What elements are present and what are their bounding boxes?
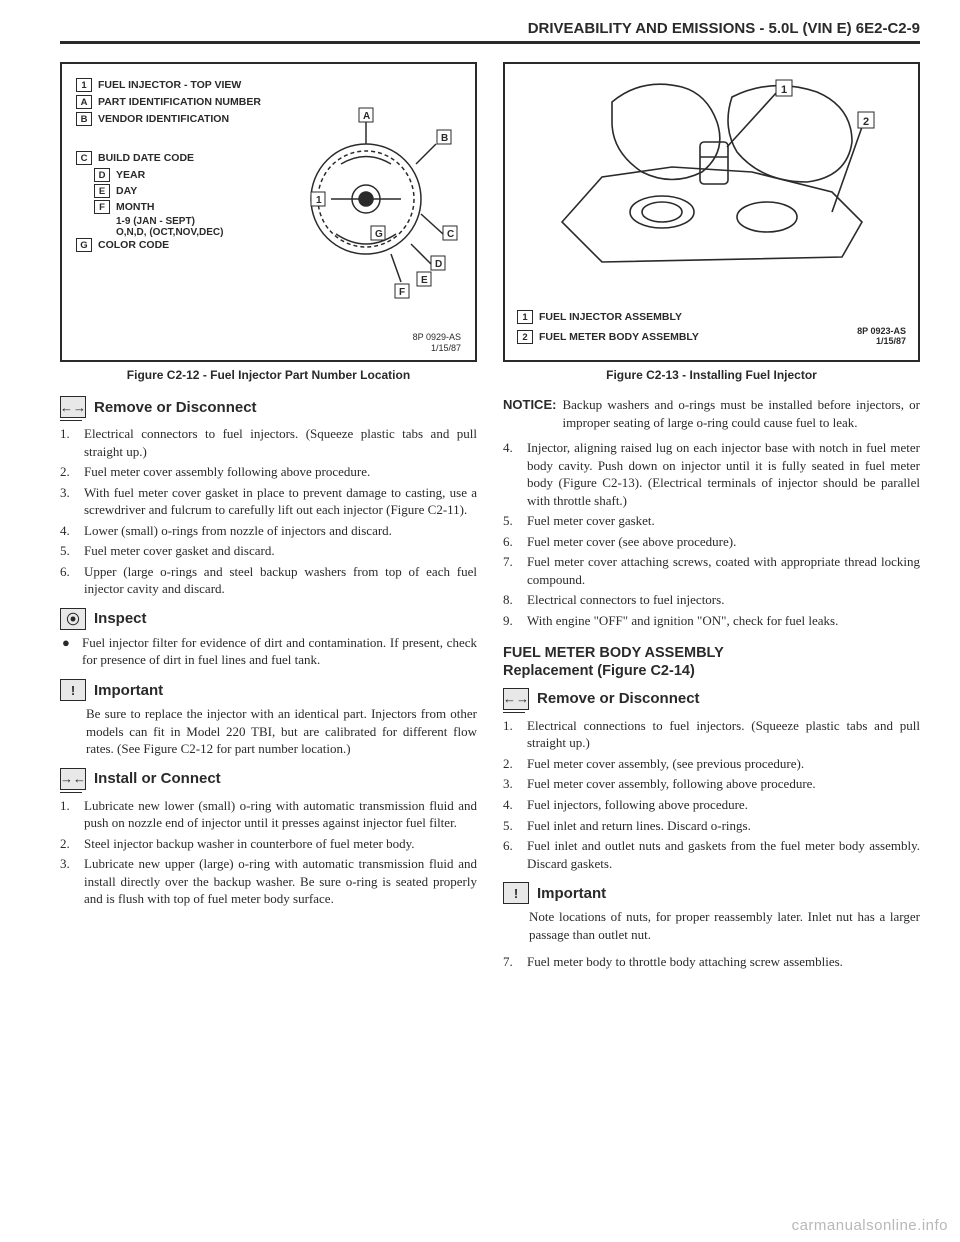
- list-item: Fuel inlet and outlet nuts and gaskets f…: [503, 837, 920, 872]
- fig13-legend1: FUEL INJECTOR ASSEMBLY: [539, 311, 682, 323]
- legend-b: VENDOR IDENTIFICATION: [98, 113, 229, 125]
- injector-top-diagram: A B 1 G D C E F: [271, 104, 461, 304]
- key-e: E: [94, 184, 110, 198]
- connect-icon: →←: [60, 768, 86, 790]
- list-item: Fuel meter cover gasket.: [503, 512, 920, 530]
- remove2-list: Electrical connections to fuel injectors…: [503, 717, 920, 872]
- remove-item: Lower (small) o-rings from nozzle of inj…: [60, 522, 477, 540]
- remove-item: Upper (large o-rings and steel backup wa…: [60, 563, 477, 598]
- remove-list: Electrical connectors to fuel injectors.…: [60, 425, 477, 598]
- watermark: carmanualsonline.info: [792, 1217, 948, 1234]
- legend-a: PART IDENTIFICATION NUMBER: [98, 96, 261, 108]
- diagram-label-a: A: [363, 111, 370, 122]
- legend-1: FUEL INJECTOR - TOP VIEW: [98, 79, 241, 91]
- legend-f: MONTH: [116, 201, 155, 213]
- diagram-label-b: B: [441, 133, 448, 144]
- important2-title: Important: [537, 885, 606, 902]
- key-d: D: [94, 168, 110, 182]
- important-icon: !: [60, 679, 86, 701]
- diagram-label-g: G: [375, 229, 383, 240]
- list-item: Fuel meter cover attaching screws, coate…: [503, 553, 920, 588]
- fig12-ref1: 8P 0929-AS: [413, 332, 461, 343]
- fig12-caption: Figure C2-12 - Fuel Injector Part Number…: [60, 368, 477, 382]
- bullet-icon: ●: [62, 634, 72, 669]
- install-list: Lubricate new lower (small) o-ring with …: [60, 797, 477, 908]
- important2-head: ! Important: [503, 882, 920, 904]
- inspect-icon: ⦿: [60, 608, 86, 630]
- important-icon: !: [503, 882, 529, 904]
- important2-text: Note locations of nuts, for proper reass…: [529, 908, 920, 943]
- disconnect-icon: ←→: [503, 688, 529, 710]
- legend-d: YEAR: [116, 169, 145, 181]
- fig13-callout-2: 2: [863, 116, 869, 128]
- remove-head: ←→ Remove or Disconnect: [60, 396, 477, 418]
- key-c: C: [76, 151, 92, 165]
- list-item: Fuel meter cover assembly, (see previous…: [503, 755, 920, 773]
- fig13-ref2: 1/15/87: [857, 337, 906, 347]
- inspect-head: ⦿ Inspect: [60, 608, 477, 630]
- list-item: Electrical connections to fuel injectors…: [503, 717, 920, 752]
- inspect-text: Fuel injector filter for evidence of dir…: [82, 634, 477, 669]
- inspect-title: Inspect: [94, 610, 147, 627]
- left-column: 1 FUEL INJECTOR - TOP VIEW A PART IDENTIFI…: [60, 62, 477, 981]
- heading-line2: Replacement (Figure C2-14): [503, 662, 920, 680]
- install-item: Lubricate new lower (small) o-ring with …: [60, 797, 477, 832]
- remove2-head: ←→ Remove or Disconnect: [503, 688, 920, 710]
- fig13-legend2: FUEL METER BODY ASSEMBLY: [539, 331, 699, 343]
- page-header: DRIVEABILITY AND EMISSIONS - 5.0L (VIN E…: [60, 20, 920, 44]
- important-title: Important: [94, 682, 163, 699]
- list-item: Fuel meter cover (see above procedure).: [503, 533, 920, 551]
- diagram-label-1: 1: [316, 195, 322, 206]
- key-a: A: [76, 95, 92, 109]
- remove-title: Remove or Disconnect: [94, 399, 257, 416]
- diagram-label-e: E: [421, 275, 428, 286]
- diagram-label-f: F: [399, 287, 405, 298]
- figure-c2-12-box: 1 FUEL INJECTOR - TOP VIEW A PART IDENTIFI…: [60, 62, 477, 362]
- list-item: Injector, aligning raised lug on each in…: [503, 439, 920, 509]
- fig13-callout-1: 1: [781, 84, 787, 96]
- list-item: Fuel injectors, following above procedur…: [503, 796, 920, 814]
- legend-c: BUILD DATE CODE: [98, 152, 194, 164]
- diagram-label-d: D: [435, 259, 442, 270]
- install-item: Lubricate new upper (large) o-ring with …: [60, 855, 477, 908]
- key-b: B: [76, 112, 92, 126]
- important-text: Be sure to replace the injector with an …: [86, 705, 477, 758]
- remove2-title: Remove or Disconnect: [537, 690, 700, 707]
- install-cont-list: Injector, aligning raised lug on each in…: [503, 439, 920, 629]
- key-g: G: [76, 238, 92, 252]
- install-title: Install or Connect: [94, 770, 221, 787]
- remove-item: Electrical connectors to fuel injectors.…: [60, 425, 477, 460]
- legend-e: DAY: [116, 185, 137, 197]
- notice-block: NOTICE: Backup washers and o-rings must …: [503, 396, 920, 431]
- diagram-label-c: C: [447, 229, 454, 240]
- remove-item: Fuel meter cover gasket and discard.: [60, 542, 477, 560]
- right-column: 1 2 1 FUEL INJECTOR ASSEMBLY 2 FUEL METER …: [503, 62, 920, 981]
- important-head: ! Important: [60, 679, 477, 701]
- figure-c2-13-box: 1 2 1 FUEL INJECTOR ASSEMBLY 2 FUEL METER …: [503, 62, 920, 362]
- remove-item: Fuel meter cover assembly following abov…: [60, 463, 477, 481]
- notice-text: Backup washers and o-rings must be insta…: [562, 396, 920, 431]
- install-head: →← Install or Connect: [60, 768, 477, 790]
- subsection-heading: FUEL METER BODY ASSEMBLY Replacement (Fi…: [503, 644, 920, 680]
- fig13-caption: Figure C2-13 - Installing Fuel Injector: [503, 368, 920, 382]
- notice-label: NOTICE:: [503, 396, 556, 431]
- list-item: Fuel meter cover assembly, following abo…: [503, 775, 920, 793]
- remove2-cont-list: Fuel meter body to throttle body attachi…: [503, 953, 920, 971]
- fig12-ref2: 1/15/87: [413, 343, 461, 354]
- remove-item: With fuel meter cover gasket in place to…: [60, 484, 477, 519]
- key-f: F: [94, 200, 110, 214]
- fig13-key1: 1: [517, 310, 533, 324]
- install-injector-diagram: 1 2: [532, 72, 892, 282]
- legend-g: COLOR CODE: [98, 239, 169, 251]
- key-1: 1: [76, 78, 92, 92]
- list-item: With engine "OFF" and ignition "ON", che…: [503, 612, 920, 630]
- two-column-layout: 1 FUEL INJECTOR - TOP VIEW A PART IDENTIFI…: [60, 62, 920, 981]
- heading-line1: FUEL METER BODY ASSEMBLY: [503, 644, 920, 662]
- list-item: Fuel meter body to throttle body attachi…: [503, 953, 920, 971]
- disconnect-icon: ←→: [60, 396, 86, 418]
- list-item: Fuel inlet and return lines. Discard o-r…: [503, 817, 920, 835]
- fig13-key2: 2: [517, 330, 533, 344]
- list-item: Electrical connectors to fuel injectors.: [503, 591, 920, 609]
- install-item: Steel injector backup washer in counterb…: [60, 835, 477, 853]
